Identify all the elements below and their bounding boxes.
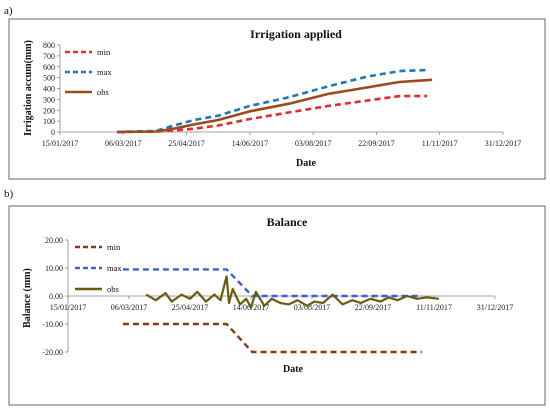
- chart-a-y-tick-label: 600: [43, 63, 55, 72]
- chart-b-legend-min-label: min: [107, 242, 121, 252]
- chart-a-y-tick-label: 800: [43, 41, 55, 50]
- chart-a-y-tick-label: 0: [51, 128, 55, 137]
- chart-a-y-tick-label: 400: [43, 85, 55, 94]
- chart-a-y-tick-label: 300: [43, 95, 55, 104]
- chart-a-x-tick-label: 31/12/2017: [485, 139, 521, 148]
- chart-a-legend-obs-label: obs: [97, 87, 109, 97]
- chart-b-x-tick-label: 03/08/2017: [294, 303, 330, 312]
- chart-a-y-tick-label: 100: [43, 117, 55, 126]
- chart-b-legend-max-label: max: [107, 263, 122, 273]
- chart-a-x-tick-label: 22/09/2017: [358, 139, 394, 148]
- chart-b-y-tick-label: -10.00: [42, 320, 63, 329]
- chart-b-y-tick-label: 0.00: [49, 292, 63, 301]
- chart-b-y-tick-label: 20.00: [45, 236, 63, 245]
- chart-b-frame: [9, 206, 545, 405]
- chart-a-title: Irrigation applied: [250, 27, 342, 41]
- chart-a-legend-min-label: min: [97, 47, 111, 57]
- chart-a-ylabel: Irrigation accum(mm): [23, 40, 34, 136]
- chart-a-y-tick-label: 500: [43, 74, 55, 83]
- chart-b-x-tick-label: 25/04/2017: [172, 303, 208, 312]
- chart-a-y-tick-label: 700: [43, 52, 55, 61]
- chart-a-y-tick-label: 200: [43, 106, 55, 115]
- chart-a-x-tick-label: 25/04/2017: [168, 139, 204, 148]
- chart-b-x-tick-label: 15/01/2017: [50, 303, 86, 312]
- panel-b-label: b): [4, 188, 14, 200]
- chart-a-x-tick-label: 06/03/2017: [105, 139, 141, 148]
- chart-a-x-tick-label: 14/06/2017: [232, 139, 268, 148]
- chart-a-x-tick-label: 03/08/2017: [295, 139, 331, 148]
- chart-b-y-tick-label: 10.00: [45, 264, 63, 273]
- chart-b-legend-obs-label: obs: [107, 284, 119, 294]
- chart-b-y-tick-label: -20.00: [42, 348, 63, 357]
- chart-a-legend-max-label: max: [97, 67, 112, 77]
- chart-b-xlabel: Date: [283, 364, 304, 375]
- chart-b-title: Balance: [267, 215, 308, 229]
- chart-b-x-tick-label: 31/12/2017: [477, 303, 513, 312]
- chart-b-x-tick-label: 06/03/2017: [111, 303, 147, 312]
- chart-a-x-tick-label: 15/01/2017: [42, 139, 78, 148]
- chart-a-xlabel: Date: [296, 158, 317, 169]
- panel-a-label: a): [4, 5, 13, 17]
- chart-b-x-tick-label: 11/11/2017: [416, 303, 452, 312]
- chart-b-ylabel: Balance (mm): [22, 268, 33, 328]
- chart-a-x-tick-label: 11/11/2017: [422, 139, 458, 148]
- chart-b-x-tick-label: 22/09/2017: [355, 303, 391, 312]
